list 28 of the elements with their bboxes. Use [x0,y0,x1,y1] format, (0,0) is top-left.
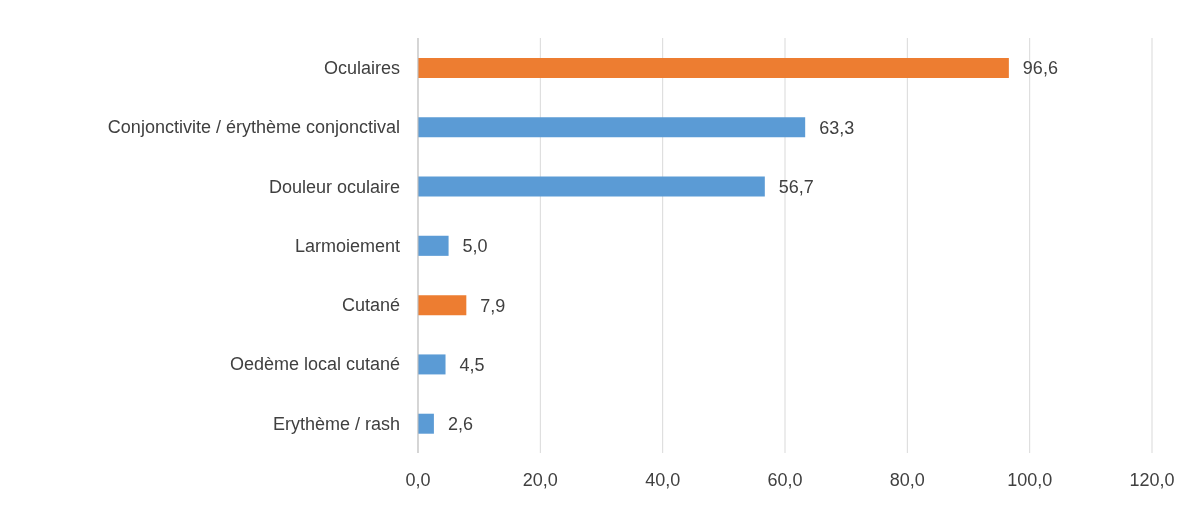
x-tick-label: 120,0 [1129,469,1175,490]
data-label: 63,3 [819,117,855,138]
bar [418,235,449,256]
y-tick-label: Erythème / rash [272,413,400,434]
y-tick-label: Douleur oculaire [268,176,400,197]
data-label: 96,6 [1022,58,1058,79]
x-tick-label: 60,0 [767,469,803,490]
data-label: 5,0 [462,236,488,257]
y-tick-label: Cutané [341,295,400,316]
data-label: 2,6 [447,414,473,435]
y-tick-label: Conjonctivite / érythème conjonctival [107,117,400,138]
bar [418,354,446,375]
y-tick-label: Oedème local cutané [229,354,400,375]
y-tick-label: Oculaires [323,58,400,79]
data-label: 56,7 [778,176,814,197]
x-tick-label: 20,0 [522,469,558,490]
x-tick-label: 80,0 [889,469,925,490]
y-tick-label: Larmoiement [294,235,400,256]
x-tick-label: 100,0 [1007,469,1053,490]
bar [418,117,806,138]
bar [418,58,1009,78]
bar [418,295,467,316]
data-label: 4,5 [459,354,485,375]
bar [418,413,434,434]
bar [418,176,765,197]
data-label: 7,9 [480,295,506,316]
x-tick-label: 0,0 [405,469,431,490]
x-tick-label: 40,0 [645,469,681,490]
